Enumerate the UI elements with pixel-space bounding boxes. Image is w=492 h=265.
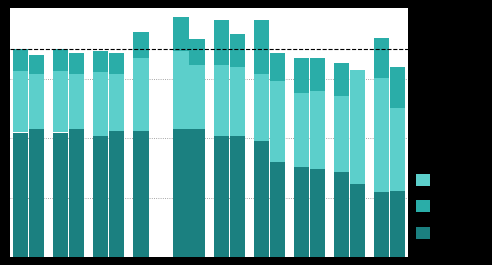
Bar — [374, 78, 389, 192]
Bar — [230, 34, 245, 67]
Bar — [230, 67, 245, 136]
Bar — [189, 129, 205, 257]
Bar — [13, 132, 28, 257]
Bar — [374, 38, 389, 78]
Bar — [294, 58, 309, 93]
Bar — [254, 74, 269, 141]
Bar — [93, 136, 108, 257]
Bar — [133, 58, 149, 131]
Bar — [350, 183, 365, 257]
Bar — [270, 82, 285, 162]
Bar — [390, 108, 405, 191]
Bar — [133, 32, 149, 58]
Bar — [13, 50, 28, 71]
Bar — [173, 51, 188, 129]
Bar — [270, 162, 285, 257]
Bar — [214, 65, 229, 136]
Bar — [334, 63, 349, 96]
Bar — [294, 93, 309, 167]
Bar — [350, 70, 365, 183]
Bar — [374, 192, 389, 257]
Bar — [310, 169, 325, 257]
Bar — [109, 74, 124, 131]
Bar — [93, 72, 108, 136]
Bar — [189, 39, 205, 65]
Bar — [69, 74, 84, 129]
Bar — [29, 129, 44, 257]
Bar — [53, 71, 68, 132]
Bar — [334, 172, 349, 257]
Bar — [173, 17, 188, 51]
Bar — [214, 20, 229, 65]
Bar — [270, 53, 285, 82]
Bar — [254, 20, 269, 74]
Bar — [214, 136, 229, 257]
Bar — [13, 71, 28, 132]
Bar — [254, 141, 269, 257]
Bar — [109, 131, 124, 257]
Bar — [53, 132, 68, 257]
Bar — [69, 129, 84, 257]
Bar — [334, 96, 349, 172]
Bar — [390, 67, 405, 108]
Bar — [109, 53, 124, 74]
Bar — [390, 191, 405, 257]
Bar — [93, 51, 108, 72]
Bar — [230, 136, 245, 257]
Bar — [310, 58, 325, 91]
Bar — [173, 129, 188, 257]
Bar — [29, 55, 44, 74]
Bar — [69, 53, 84, 74]
Bar — [133, 131, 149, 257]
Bar — [294, 167, 309, 257]
Bar — [310, 91, 325, 169]
Bar — [29, 74, 44, 129]
Bar — [53, 50, 68, 71]
Bar — [189, 65, 205, 129]
